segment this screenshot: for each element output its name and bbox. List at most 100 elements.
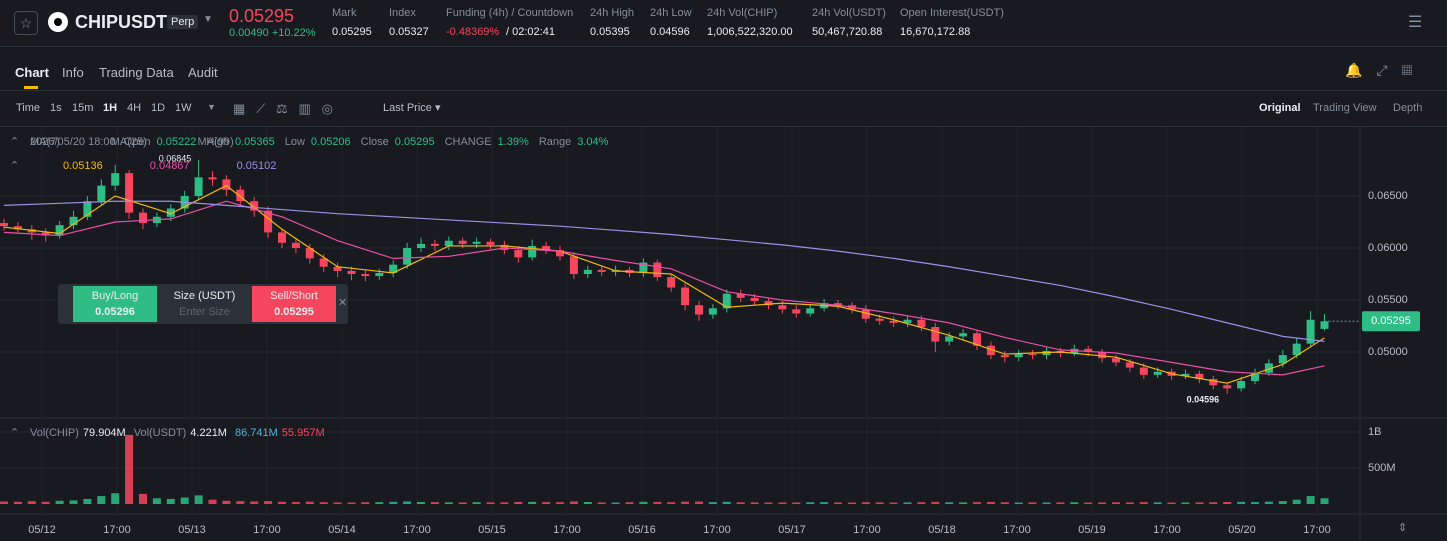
volume-bar xyxy=(83,498,92,504)
candle-body xyxy=(83,201,92,217)
volume-bar xyxy=(41,501,50,504)
y-tick-label: 1B xyxy=(1368,426,1381,438)
candle-body xyxy=(903,319,912,323)
candle-body xyxy=(778,305,787,310)
y-tick-label: 0.06000 xyxy=(1368,242,1408,254)
info-text: 3.04% xyxy=(577,136,608,148)
volume-bar xyxy=(180,497,189,504)
interval[interactable]: 15m xyxy=(72,102,94,114)
sell-button[interactable]: Sell/Short 0.05295 xyxy=(252,286,336,322)
volume-bar xyxy=(166,498,175,504)
size-input[interactable]: Size (USDT) Enter Size xyxy=(157,286,252,322)
volume-bar xyxy=(667,502,676,504)
interval[interactable]: 1H xyxy=(103,102,118,114)
x-tick-label: 17:00 xyxy=(1303,524,1331,536)
tab-underline xyxy=(24,86,38,89)
badge: Perp xyxy=(167,15,199,29)
star-button[interactable]: ☆ xyxy=(14,11,38,35)
candle-body xyxy=(1306,319,1315,344)
candle-body xyxy=(1153,371,1162,375)
price-mode-text[interactable]: Last Price xyxy=(383,102,432,114)
stat-label: 24h High xyxy=(590,7,635,19)
candle-body xyxy=(375,272,384,277)
interval[interactable]: 1W xyxy=(175,102,192,114)
info-text: Low xyxy=(285,136,305,148)
view-tab[interactable]: Depth xyxy=(1393,102,1423,114)
volume-bar xyxy=(1098,502,1107,504)
volume-bar xyxy=(750,502,759,504)
view-tab[interactable]: Trading View xyxy=(1313,102,1377,114)
size-label: Size (USDT) xyxy=(173,290,236,302)
interval-more[interactable]: ▼ xyxy=(207,102,216,112)
ma-legend-value: 0.04867 xyxy=(150,160,190,172)
volume-bar xyxy=(1070,502,1079,504)
volume-legend: 86.741M xyxy=(235,427,278,439)
x-tick-label: 05/13 xyxy=(178,524,206,536)
candle-body xyxy=(389,264,398,273)
buy-label[interactable]: Buy/Long xyxy=(91,290,139,302)
x-tick-label: 05/17 xyxy=(778,524,806,536)
volume-bar xyxy=(764,502,773,504)
candle-body xyxy=(417,243,425,249)
volume-bar xyxy=(695,501,703,504)
volume-bar xyxy=(444,502,453,504)
x-tick-label: 05/19 xyxy=(1078,524,1106,536)
candle-body xyxy=(639,262,648,273)
x-tick-label: 17:00 xyxy=(253,524,281,536)
toolbar: ▦ ⟋ ⚖ ▥ ◎ Last Price ▾ Time 1s 15m 1H 4H 1D 1W… xyxy=(0,91,1447,127)
x-tick-label: 05/20 xyxy=(1228,524,1256,536)
sell-label[interactable]: Sell/Short xyxy=(270,290,318,302)
candle-body xyxy=(875,318,884,321)
tab[interactable]: Info xyxy=(62,65,84,80)
buy-price[interactable]: 0.05296 xyxy=(95,306,135,318)
volume-bar xyxy=(1264,501,1273,504)
dropdown-arrow[interactable]: ▼ xyxy=(203,14,213,25)
candle-body xyxy=(1195,373,1204,380)
toolbar-icons[interactable]: ▦ ⟋ ⚖ ▥ ◎ xyxy=(233,101,334,116)
price-tag-label: 0.05295 xyxy=(1371,315,1411,327)
interval[interactable]: 1s xyxy=(50,102,62,114)
sell-price[interactable]: 0.05295 xyxy=(274,306,314,318)
candle-body xyxy=(931,327,940,342)
stat-value: 1,006,522,320.00 xyxy=(707,26,793,38)
menu-icon[interactable]: ☰ xyxy=(1408,14,1423,31)
y-tick-label: 0.05000 xyxy=(1368,346,1408,358)
interval[interactable]: 1D xyxy=(151,102,166,114)
stat-value: -0.48369% xyxy=(446,26,500,38)
volume-bar xyxy=(778,502,787,504)
candle-body xyxy=(0,223,8,227)
candle-body xyxy=(458,240,467,244)
buy-button[interactable]: Buy/Long 0.05296 xyxy=(73,286,157,322)
close-panel[interactable]: ✕ xyxy=(338,297,348,309)
stat-label: Funding (4h) / Countdown xyxy=(446,7,574,19)
volume-bar xyxy=(806,502,815,504)
size-hint[interactable]: Enter Size xyxy=(179,306,230,318)
tab[interactable]: Chart xyxy=(15,65,49,80)
volume-bar xyxy=(69,500,78,504)
interval[interactable]: 4H xyxy=(127,102,142,114)
volume-bar xyxy=(1000,502,1009,504)
volume-bar xyxy=(0,501,8,504)
candle-body xyxy=(69,216,78,226)
interval[interactable]: Time xyxy=(16,102,41,114)
volume-bar xyxy=(152,498,161,504)
candle-body xyxy=(1181,373,1190,376)
candle-body xyxy=(861,309,870,319)
volume-bar xyxy=(708,502,717,504)
volume-bar xyxy=(1209,502,1218,504)
candle-body xyxy=(514,250,523,258)
tab[interactable]: Audit xyxy=(188,65,218,80)
volume-bar xyxy=(291,501,300,504)
volume-bar xyxy=(430,502,439,504)
candle-body xyxy=(13,226,22,230)
info-text: 1.39% xyxy=(498,136,529,148)
tabs: Chart Info Trading Data Audit 🔔⤢▦ xyxy=(0,56,1447,91)
view-tab[interactable]: Original xyxy=(1259,102,1301,114)
candle-body xyxy=(1237,381,1246,389)
volume-bar xyxy=(1139,502,1148,504)
price-mode[interactable]: Last Price ▾ xyxy=(383,102,441,114)
info-text: High xyxy=(206,136,229,148)
candle-body xyxy=(278,232,286,243)
tab[interactable]: Trading Data xyxy=(99,65,174,80)
symbol[interactable]: CHIPUSDT xyxy=(75,12,168,32)
